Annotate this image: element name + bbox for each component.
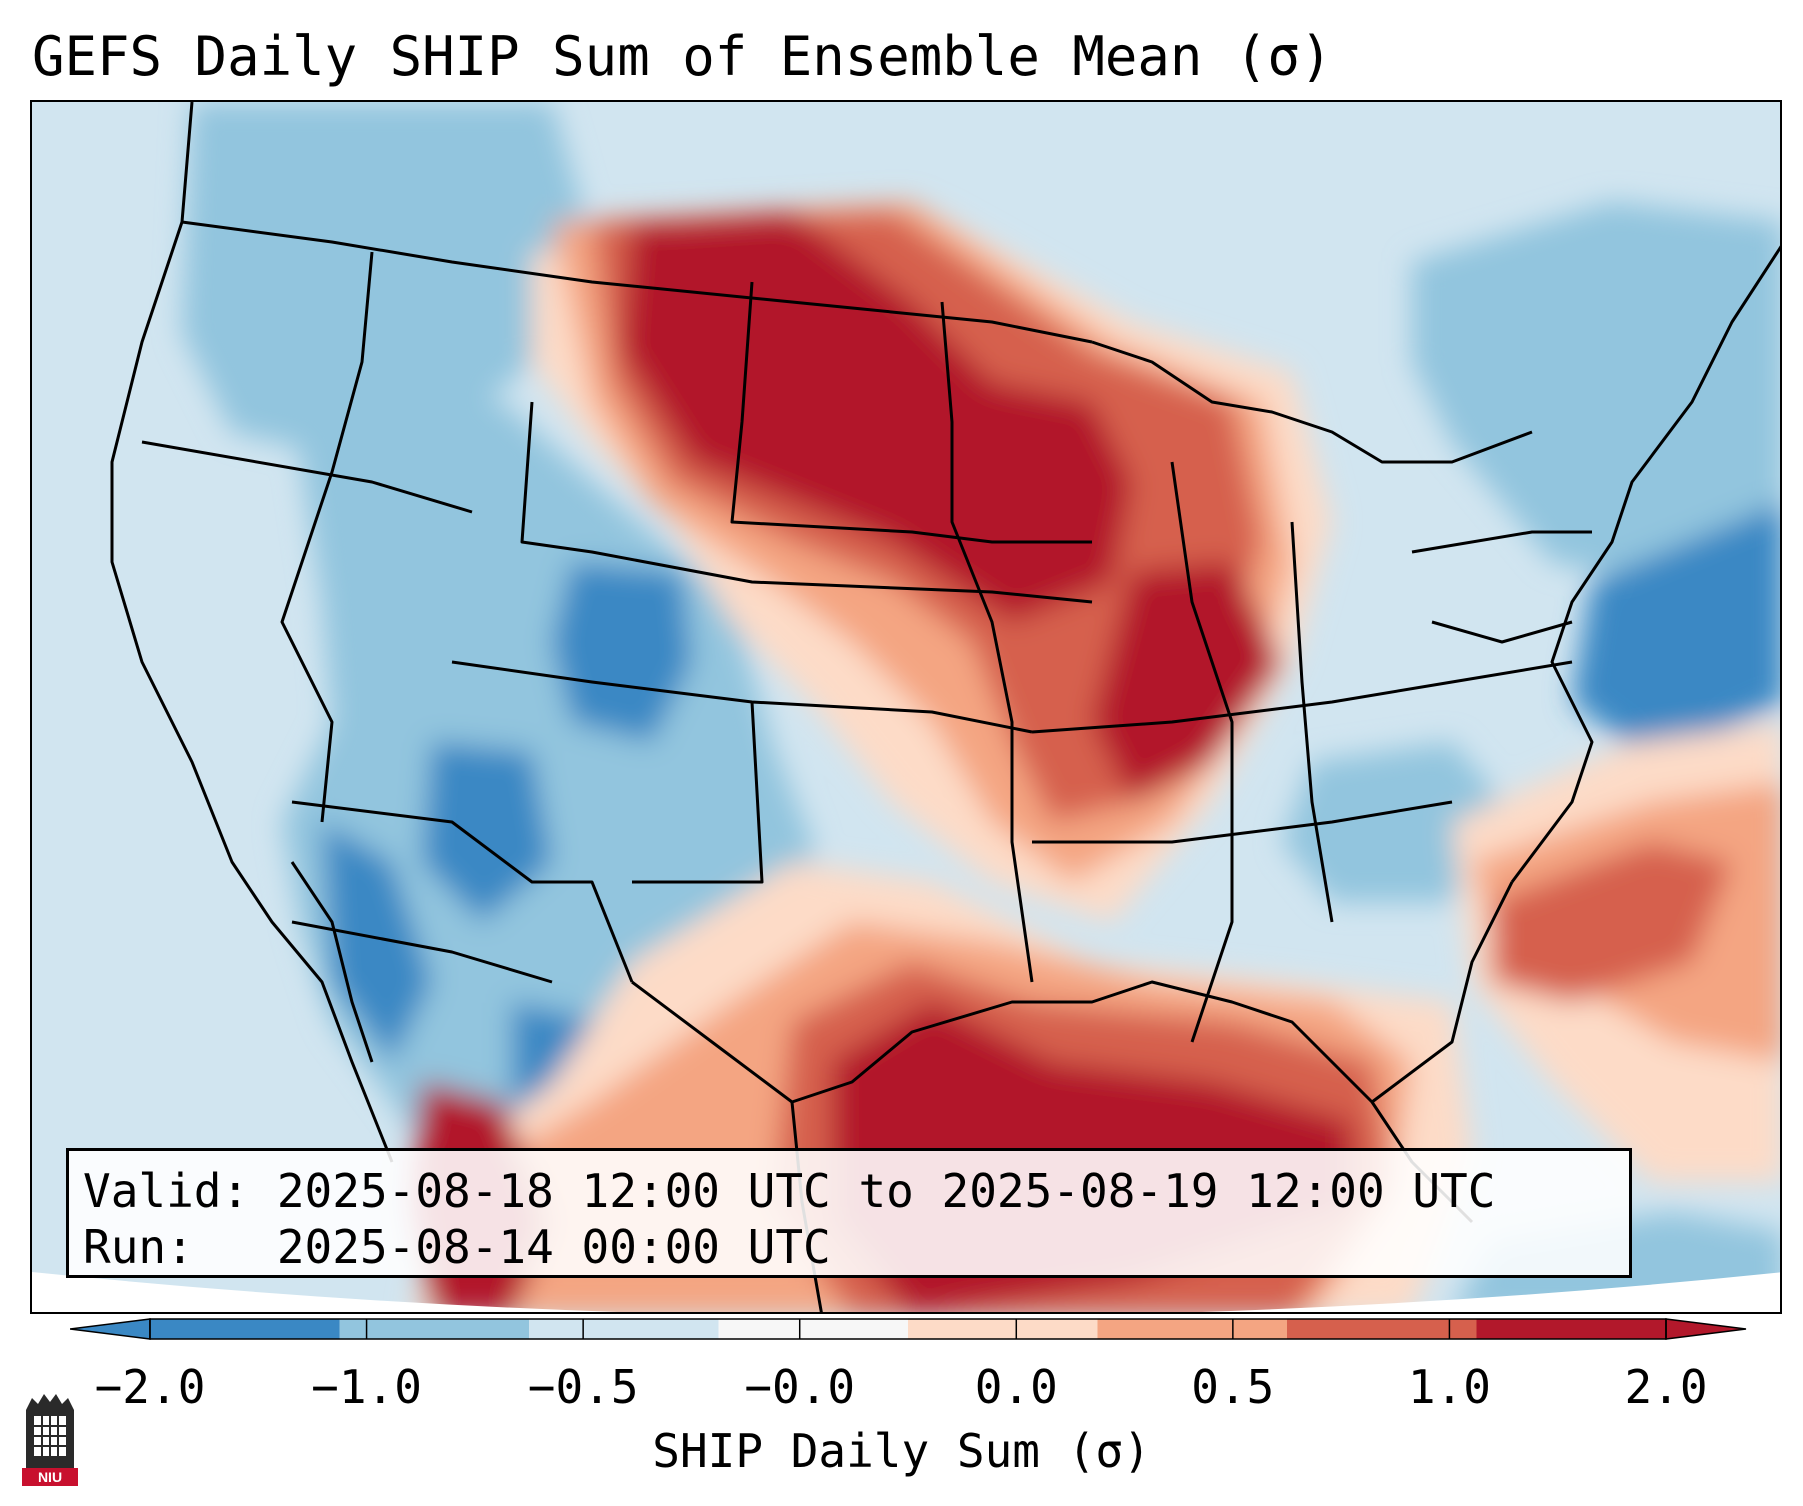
state-line-1 [141,440,473,514]
projection-edge [32,1272,1780,1312]
colorbar-segment [908,1319,1098,1339]
colorbar-extend-low [70,1318,151,1340]
coastline-baja [290,861,374,1063]
colorbar-tick-label: 1.0 [1407,1360,1491,1414]
colorbar-tick-label: 0.5 [1191,1360,1275,1414]
field-region-strong-neg-arizona [422,742,552,922]
coastline-pacific [110,102,394,1163]
run-time-text: Run: 2025-08-14 00:00 UTC [83,1220,831,1274]
boundaries [110,102,1780,1312]
border-mexico [291,800,634,983]
colorbar-extend-high [1665,1318,1747,1340]
field-region-strong-pos-atlantic [1492,842,1732,1002]
colorbar-segment [150,1319,340,1339]
state-line-3 [520,401,1093,604]
border-canada [181,220,1093,344]
border-great-lakes [1091,340,1533,464]
colorbar-segment [718,1319,909,1339]
field-region-neg-southeast [1282,742,1502,902]
niu-tower-logo-icon: NIU [22,1394,78,1486]
colorbar-tick-label: −0.5 [527,1360,639,1414]
chart-title: GEFS Daily SHIP Sum of Ensemble Mean (σ) [32,25,1333,88]
field-region-neg-northwest [182,102,592,462]
colorbar-segment [1097,1319,1288,1339]
colorbar-label: SHIP Daily Sum (σ) [652,1424,1151,1478]
colorbar-segment [1476,1319,1667,1339]
colorbar [70,1318,1747,1340]
colorbar-outline [149,1318,1667,1340]
colorbar-segment [1287,1319,1477,1339]
coastline-atlantic [1510,245,1780,883]
map-canvas [32,102,1780,1312]
colorbar-tick-label: −2.0 [94,1360,206,1414]
field-region-strong-neg-baja [322,822,432,1062]
state-line-11 [1032,800,1453,844]
state-line-9 [1170,461,1234,1043]
colorbar-tick-label: −0.0 [744,1360,856,1414]
state-line-13 [1431,620,1573,644]
colorbar-tick-label: −1.0 [311,1360,422,1414]
valid-time-text: Valid: 2025-08-18 12:00 UTC to 2025-08-1… [83,1164,1496,1218]
state-line-14 [291,920,553,984]
field-region-max-pos-ohio-valley [1092,562,1282,802]
coastline-gulf [631,980,1474,1224]
coastline-florida [1371,881,1514,1104]
field-region-neg-northeast [1412,202,1780,582]
state-line-7 [632,701,764,884]
state-line-12 [1411,530,1592,554]
state-line-2 [280,251,374,823]
logo-text: NIU [38,1469,62,1485]
colorbar-segment [529,1319,719,1339]
colorbar-segment [339,1319,530,1339]
field-region-strong-neg-atlantic [1572,503,1780,762]
colorbar-tick-label: 0.0 [974,1360,1058,1414]
validity-info-box: Valid: 2025-08-18 12:00 UTC to 2025-08-1… [66,1148,1632,1278]
colorbar-tick-label: 2.0 [1624,1360,1708,1414]
state-line-5 [730,281,1092,544]
field-region-strong-neg-utah [552,562,692,742]
map-panel [30,100,1782,1314]
colorbar-segments [70,1318,1747,1340]
state-line-10 [1290,521,1334,923]
state-line-8 [1031,660,1573,734]
state-line-6 [940,301,1034,983]
